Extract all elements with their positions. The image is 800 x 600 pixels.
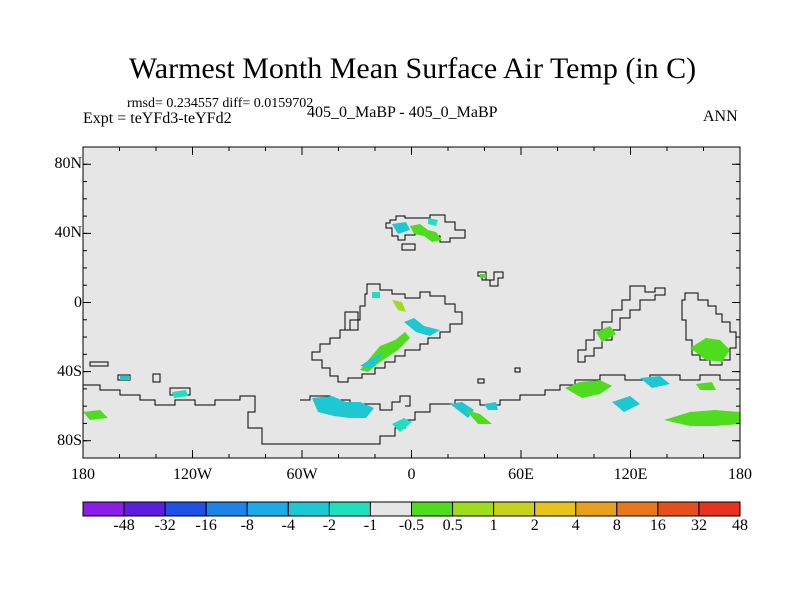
lon-tick-label: 180: [728, 466, 752, 483]
anomaly-antarctic-180w: [83, 410, 108, 420]
anomaly-seasia-3: [612, 396, 640, 412]
lon-tick-label: 60E: [508, 466, 534, 483]
anomaly-south-america: [312, 396, 374, 418]
anomaly-s-africa-2: [466, 410, 492, 424]
colorbar-label: -4: [281, 517, 295, 534]
colorbar-label: 2: [530, 517, 539, 534]
colorbar-label: 4: [571, 517, 580, 534]
experiment-label: Expt = teYFd3-teYFd2: [83, 110, 232, 127]
data-shading: [83, 218, 740, 432]
colorbar-swatch: [616, 501, 659, 517]
colorbar-swatch: [657, 501, 700, 517]
colorbar-swatch: [452, 501, 495, 517]
stats-label: rmsd= 0.234557 diff= 0.0159702: [127, 96, 314, 111]
colorbar-swatch: [369, 501, 412, 517]
colorbar-swatch: [328, 501, 371, 517]
page-title: Warmest Month Mean Surface Air Temp (in …: [128, 52, 697, 85]
colorbar-label: 16: [649, 517, 666, 534]
anomaly-antarctic-4: [696, 382, 716, 390]
lon-tick-label: 60W: [286, 466, 318, 483]
lat-tick-label: 80S: [57, 431, 82, 449]
anomaly-antarctic-pacific: [664, 410, 740, 426]
colorbar-label: -48: [113, 517, 135, 534]
anomaly-seasia-1: [565, 380, 612, 398]
map-background: [83, 147, 740, 458]
coastlines: [83, 214, 740, 445]
anomaly-s-africa-3: [484, 402, 498, 410]
colorbar-label: -2: [322, 517, 337, 534]
lat-tick-label: 80N: [54, 155, 82, 173]
anomaly-antarctic-3: [120, 376, 130, 380]
axis-ticks: [82, 146, 741, 459]
colorbar-swatch: [534, 501, 577, 517]
lat-tick-label: 40N: [54, 224, 82, 242]
colorbar-swatch: [698, 501, 741, 517]
lon-tick-label: 180: [71, 466, 95, 483]
colorbar-swatch: [493, 501, 536, 517]
colorbar-label: -16: [195, 517, 217, 534]
colorbar: [82, 501, 741, 517]
colorbar-label: 48: [732, 517, 748, 534]
anomaly-s-africa-1: [450, 402, 474, 418]
colorbar-swatch: [205, 501, 248, 517]
lat-tick-label: 40S: [57, 362, 82, 380]
colorbar-label: -1: [363, 517, 378, 534]
anomaly-antarctic-2: [172, 390, 188, 398]
anomaly-africa-4: [360, 352, 384, 368]
anomaly-europe-cyan: [392, 222, 410, 234]
colorbar-swatch: [164, 501, 207, 517]
anomaly-seasia-4: [596, 326, 616, 342]
anomaly-europe-cyan2: [428, 218, 438, 226]
colorbar-label: 0.5: [442, 517, 463, 534]
center-label: 405_0_MaBP - 405_0_MaBP: [307, 104, 498, 121]
colorbar-label: -8: [240, 517, 254, 534]
lat-tick-label: 0: [74, 293, 82, 311]
anomaly-s-africa-4: [392, 418, 412, 432]
colorbar-label: 32: [690, 517, 707, 534]
lon-tick-label: 120W: [172, 466, 213, 483]
colorbar-swatch: [411, 501, 454, 517]
anomaly-africa-5: [372, 292, 380, 298]
colorbar-swatch: [123, 501, 166, 517]
colorbar-label: 1: [489, 517, 498, 534]
colorbar-swatch: [82, 501, 125, 517]
anomaly-seasia-2: [640, 376, 670, 388]
anomaly-europe-green: [410, 224, 442, 242]
colorbar-label: -0.5: [398, 517, 425, 534]
period-label: ANN: [703, 108, 738, 125]
colorbar-label: 8: [612, 517, 621, 534]
colorbar-label: -32: [154, 517, 176, 534]
anomaly-africa-1: [392, 300, 406, 312]
lon-tick-label: 120E: [613, 466, 648, 483]
colorbar-swatch: [246, 501, 289, 517]
lon-tick-label: 0: [407, 466, 416, 483]
anomaly-africa-2: [404, 318, 440, 336]
anomaly-australia: [690, 338, 730, 362]
colorbar-swatch: [575, 501, 618, 517]
colorbar-swatch: [287, 501, 330, 517]
anomaly-arabia: [480, 274, 486, 278]
